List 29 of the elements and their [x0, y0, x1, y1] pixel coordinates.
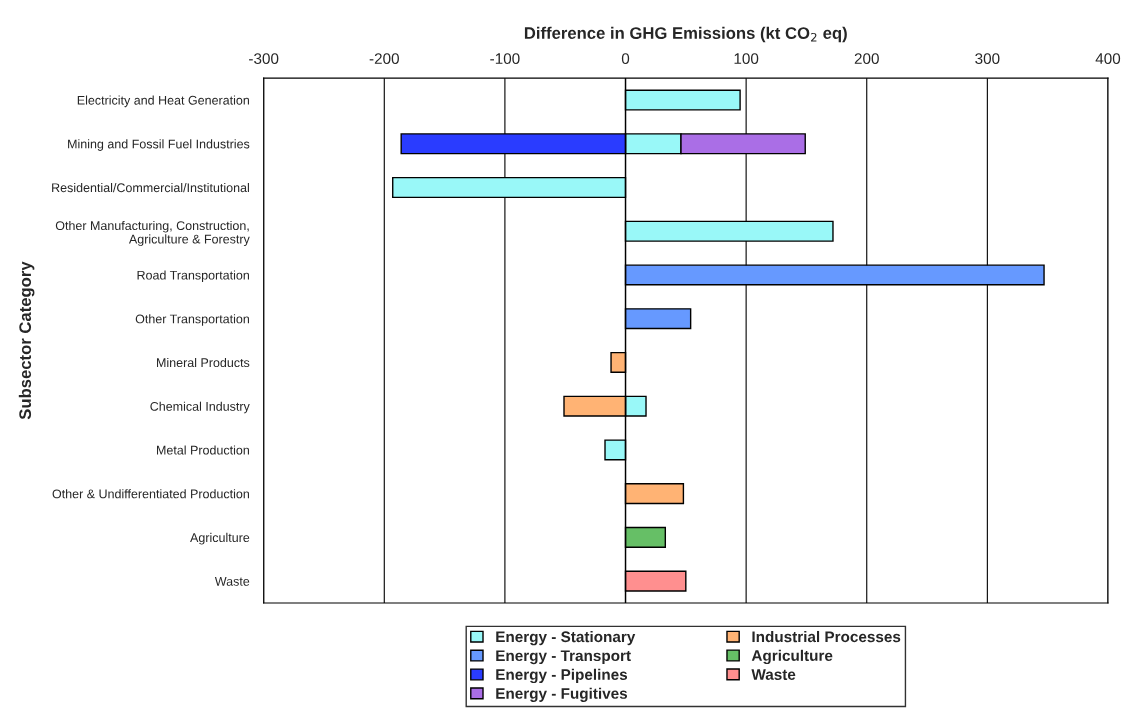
legend-label: Energy - Fugitives — [496, 687, 628, 702]
y-tick-label: Agriculture — [190, 532, 250, 545]
y-tick-label: Waste — [214, 577, 250, 586]
y-tick-label: Other Transportation — [135, 314, 249, 326]
y-axis-title: Subsector Category — [18, 261, 35, 420]
legend-label: Energy - Transport — [496, 650, 631, 665]
x-tick-label: -100 — [490, 53, 520, 65]
y-tick-label: Chemical Industry — [150, 401, 250, 414]
x-tick-label: 100 — [734, 53, 759, 65]
x-tick-label: 400 — [1095, 53, 1121, 65]
legend-label: Industrial Processes — [752, 630, 901, 643]
y-tick-label: Electricity and Heat Generation — [77, 95, 249, 108]
y-tick-label: Metal Production — [157, 445, 249, 455]
x-tick-label: -300 — [249, 53, 279, 65]
legend-label: Waste — [751, 669, 796, 680]
x-axis-title: Difference in GHG Emissions (kt CO$_{2}$ eq) — [524, 26, 847, 43]
x-tick-label: 300 — [975, 53, 1000, 65]
y-tick-label: Mining and Fossil Fuel Industries — [68, 139, 250, 151]
legend-label: Energy - Stationary — [496, 630, 636, 646]
x-tick-label: 0 — [621, 53, 630, 65]
legend-label: Agriculture — [751, 649, 833, 665]
y-tick-label: Other Manufacturing, Construction, Agriculture & Forestry — [55, 220, 250, 246]
y-tick-label: Residential/Commercial/Institutional — [52, 182, 249, 193]
y-tick-label: Mineral Products — [157, 357, 250, 368]
y-tick-label: Other & Undifferentiated Production — [52, 489, 249, 499]
y-tick-label: Road Transportation — [137, 270, 249, 283]
legend-label: Energy - Pipelines — [496, 668, 628, 684]
x-tick-label: 200 — [854, 53, 879, 65]
x-tick-label: -200 — [369, 53, 399, 65]
